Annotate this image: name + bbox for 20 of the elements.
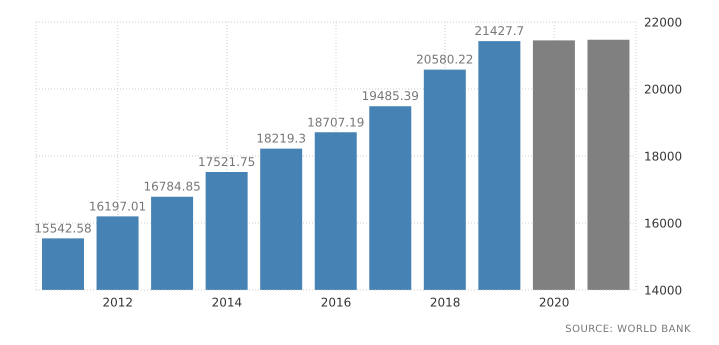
- y-tick-label: 22000: [644, 15, 682, 30]
- y-tick-label: 16000: [644, 216, 682, 230]
- data-label: 16197.01: [88, 199, 146, 214]
- x-tick-label: 2014: [212, 296, 242, 310]
- source-note: SOURCE: WORLD BANK: [565, 324, 691, 335]
- y-tick-label: 18000: [644, 149, 682, 164]
- x-tick-label: 2012: [102, 296, 134, 310]
- x-tick-label: 2016: [320, 296, 352, 310]
- data-label: 21427.7: [474, 24, 524, 38]
- data-label: 18707.19: [307, 115, 364, 130]
- data-label: 15542.58: [34, 221, 92, 236]
- data-label: 19485.39: [362, 89, 419, 104]
- y-tick-label: 14000: [644, 283, 682, 298]
- x-tick-label: 2020: [538, 296, 570, 310]
- data-label: 17521.75: [198, 155, 256, 170]
- data-label: 18219.3: [256, 132, 306, 146]
- data-label: 20580.22: [416, 52, 474, 67]
- x-tick-label: 2018: [430, 296, 460, 310]
- y-tick-label: 20000: [644, 82, 682, 96]
- data-label: 16784.85: [143, 180, 201, 194]
